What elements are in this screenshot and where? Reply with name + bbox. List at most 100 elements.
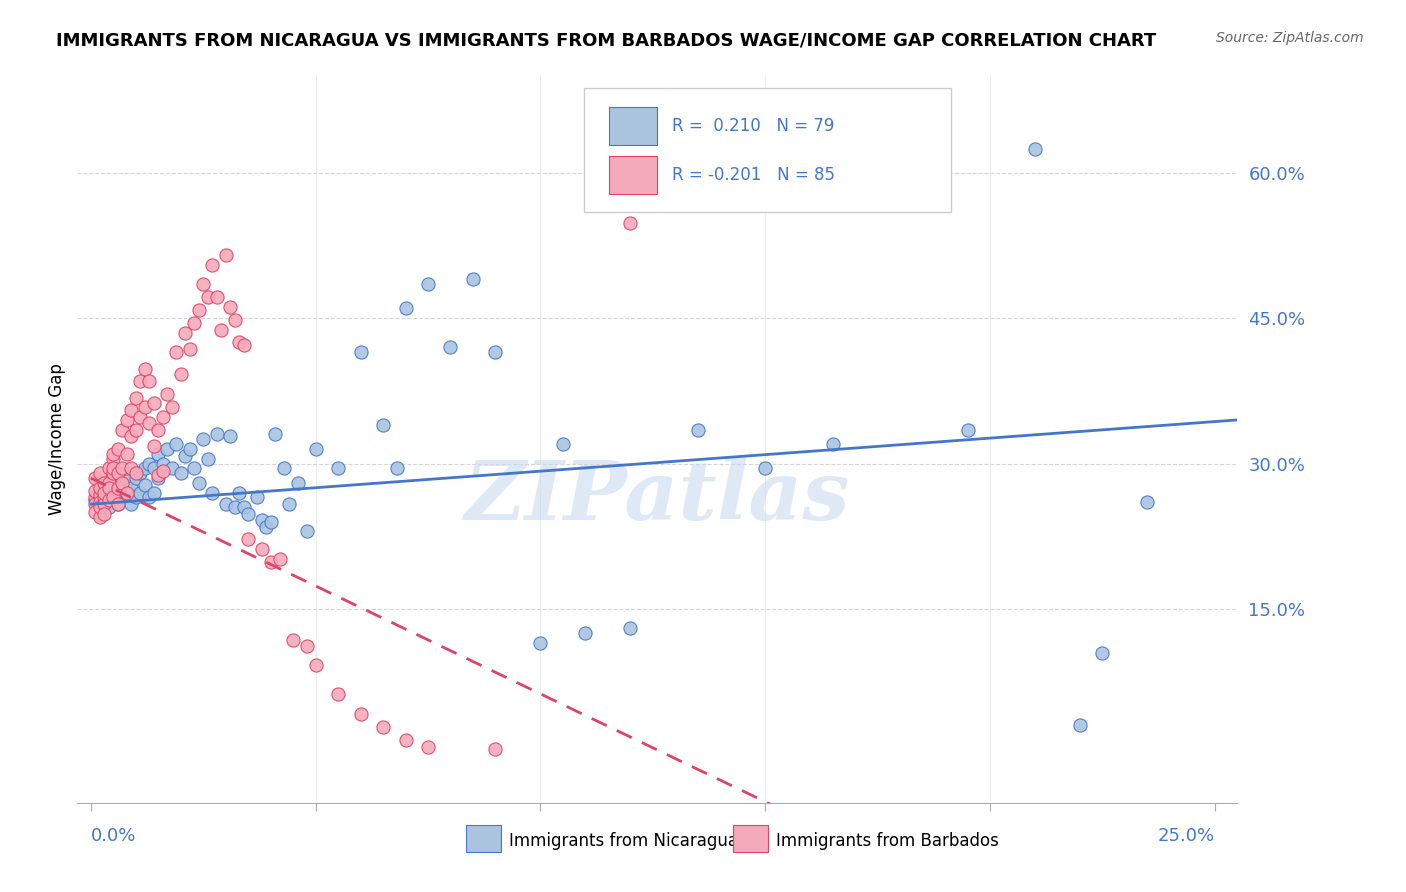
Point [89, 495, 111, 509]
Point [134, 401, 156, 415]
Point [138, 491, 160, 505]
Point [84, 471, 107, 485]
Y-axis label: Wage/Income Gap: Wage/Income Gap [48, 363, 66, 516]
Point [111, 475, 134, 490]
Text: Immigrants from Nicaragua: Immigrants from Nicaragua [509, 831, 738, 849]
Point [160, 461, 183, 475]
Point [165, 345, 187, 359]
Point [416, 277, 439, 292]
Point [250, 513, 273, 527]
Point [197, 290, 219, 304]
Point [371, 720, 394, 734]
Point [84, 491, 107, 505]
Point [156, 442, 179, 456]
Point [250, 541, 273, 556]
Point [103, 491, 125, 505]
Point [111, 423, 134, 437]
Point [349, 706, 371, 721]
Point [103, 461, 125, 475]
Point [170, 368, 193, 382]
Point [269, 551, 291, 566]
Point [277, 497, 299, 511]
Point [156, 386, 179, 401]
Point [183, 316, 205, 330]
Point [165, 437, 187, 451]
FancyBboxPatch shape [585, 88, 950, 212]
Point [125, 471, 148, 485]
Point [394, 301, 416, 316]
FancyBboxPatch shape [609, 107, 658, 145]
Point [120, 461, 142, 475]
Point [84, 493, 107, 508]
Point [142, 396, 165, 410]
Point [1091, 646, 1114, 660]
Point [107, 491, 129, 505]
Point [142, 485, 165, 500]
Point [111, 478, 134, 492]
Point [125, 391, 148, 405]
Text: R = -0.201   N = 85: R = -0.201 N = 85 [672, 166, 835, 184]
Point [138, 416, 160, 430]
Point [187, 303, 209, 318]
Point [529, 636, 551, 650]
Point [224, 500, 246, 515]
Point [394, 732, 416, 747]
Point [304, 442, 326, 456]
Point [138, 374, 160, 388]
Point [120, 429, 142, 443]
Point [326, 461, 349, 475]
Point [219, 429, 242, 443]
Point [209, 323, 232, 337]
Point [115, 487, 138, 501]
Point [152, 464, 174, 478]
Point [179, 342, 201, 356]
Point [138, 457, 160, 471]
Point [287, 475, 309, 490]
Point [1024, 141, 1046, 155]
Text: Source: ZipAtlas.com: Source: ZipAtlas.com [1216, 31, 1364, 45]
Point [93, 507, 115, 521]
Point [439, 340, 461, 354]
Point [125, 423, 148, 437]
Point [129, 485, 152, 500]
Point [228, 485, 250, 500]
Point [215, 497, 238, 511]
Point [134, 361, 156, 376]
Point [821, 437, 844, 451]
Point [97, 475, 120, 490]
Point [84, 483, 107, 498]
Point [120, 497, 142, 511]
Point [148, 468, 170, 483]
Point [84, 497, 107, 511]
Point [686, 423, 709, 437]
Point [97, 500, 120, 515]
Point [97, 461, 120, 475]
Point [97, 487, 120, 501]
Point [107, 442, 129, 456]
Point [619, 621, 641, 635]
Point [170, 467, 193, 481]
Point [89, 497, 111, 511]
Point [295, 524, 318, 539]
Point [219, 300, 242, 314]
Point [93, 485, 115, 500]
Point [416, 739, 439, 754]
Point [238, 532, 260, 546]
Point [89, 481, 111, 495]
Point [115, 447, 138, 461]
Point [120, 403, 142, 417]
Point [152, 457, 174, 471]
Point [205, 290, 228, 304]
Point [1069, 718, 1091, 732]
Point [215, 248, 238, 262]
Point [232, 338, 254, 352]
Point [326, 687, 349, 701]
Text: Immigrants from Barbados: Immigrants from Barbados [776, 831, 998, 849]
Point [754, 461, 776, 475]
Point [183, 461, 205, 475]
Point [89, 509, 111, 524]
Point [93, 495, 115, 509]
Point [89, 485, 111, 500]
Point [148, 423, 170, 437]
Point [103, 467, 125, 481]
